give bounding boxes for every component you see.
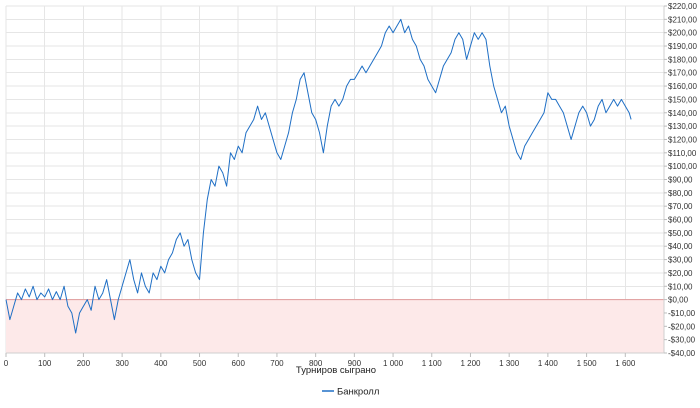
y-tick-label: $20,00 bbox=[668, 269, 693, 278]
y-tick-label: $210,00 bbox=[668, 15, 697, 24]
y-tick-label: -$40,00 bbox=[668, 349, 696, 358]
x-tick-label: 1 400 bbox=[538, 359, 559, 368]
x-tick-label: 1 600 bbox=[615, 359, 636, 368]
negative-region-group bbox=[6, 299, 664, 353]
x-axis-title: Турниров сыграно bbox=[296, 365, 376, 376]
y-tick-label: $80,00 bbox=[668, 189, 693, 198]
y-tick-label: $170,00 bbox=[668, 69, 697, 78]
x-tick-label: 900 bbox=[348, 359, 362, 368]
y-tick-label: -$30,00 bbox=[668, 336, 696, 345]
x-tick-label: 1 100 bbox=[422, 359, 443, 368]
legend-label: Банкролл bbox=[337, 387, 379, 398]
x-tick-label: 200 bbox=[77, 359, 91, 368]
y-tick-label: -$20,00 bbox=[668, 322, 696, 331]
y-tick-label: $90,00 bbox=[668, 176, 693, 185]
x-tick-label: 1 000 bbox=[383, 359, 404, 368]
y-tick-label: $160,00 bbox=[668, 82, 697, 91]
y-tick-label: $140,00 bbox=[668, 109, 697, 118]
x-axis-ticks: 0 100 200 300 400 500 600 700 800 900 1 000 1 100 1 … bbox=[4, 353, 636, 368]
y-tick-label: $30,00 bbox=[668, 256, 693, 265]
y-tick-label: $120,00 bbox=[668, 135, 697, 144]
series-group bbox=[5, 18, 632, 334]
y-tick-label: $10,00 bbox=[668, 282, 693, 291]
y-tick-label: $40,00 bbox=[668, 242, 693, 251]
negative-region bbox=[6, 299, 664, 353]
y-tick-label: $200,00 bbox=[668, 29, 697, 38]
y-tick-label: $220,00 bbox=[668, 2, 697, 11]
y-tick-label: -$10,00 bbox=[668, 309, 696, 318]
x-tick-label: 500 bbox=[193, 359, 207, 368]
x-tick-label: 100 bbox=[38, 359, 52, 368]
legend: Банкролл bbox=[322, 387, 379, 398]
x-tick-label: 1 300 bbox=[499, 359, 520, 368]
y-tick-label: $150,00 bbox=[668, 95, 697, 104]
y-tick-label: $100,00 bbox=[668, 162, 697, 171]
x-tick-label: 300 bbox=[115, 359, 129, 368]
x-tick-label: 1 200 bbox=[460, 359, 481, 368]
y-tick-label: $110,00 bbox=[668, 149, 697, 158]
y-axis-ticks: -$40,00 -$30,00 -$20,00 -$10,00 $0,00 $10,00 $… bbox=[664, 2, 697, 358]
series-line-bankroll bbox=[5, 18, 632, 334]
x-tick-label: 400 bbox=[154, 359, 168, 368]
y-tick-label: $70,00 bbox=[668, 202, 693, 211]
x-tick-label: 1 500 bbox=[577, 359, 598, 368]
y-tick-label: $60,00 bbox=[668, 216, 693, 225]
y-tick-label: $180,00 bbox=[668, 55, 697, 64]
x-tick-label: 600 bbox=[232, 359, 246, 368]
y-tick-label: $50,00 bbox=[668, 229, 693, 238]
x-tick-label: 800 bbox=[309, 359, 323, 368]
x-tick-label: 700 bbox=[270, 359, 284, 368]
y-tick-label: $0,00 bbox=[668, 296, 689, 305]
y-tick-label: $190,00 bbox=[668, 42, 697, 51]
x-tick-label: 0 bbox=[4, 359, 9, 368]
y-tick-label: $130,00 bbox=[668, 122, 697, 131]
